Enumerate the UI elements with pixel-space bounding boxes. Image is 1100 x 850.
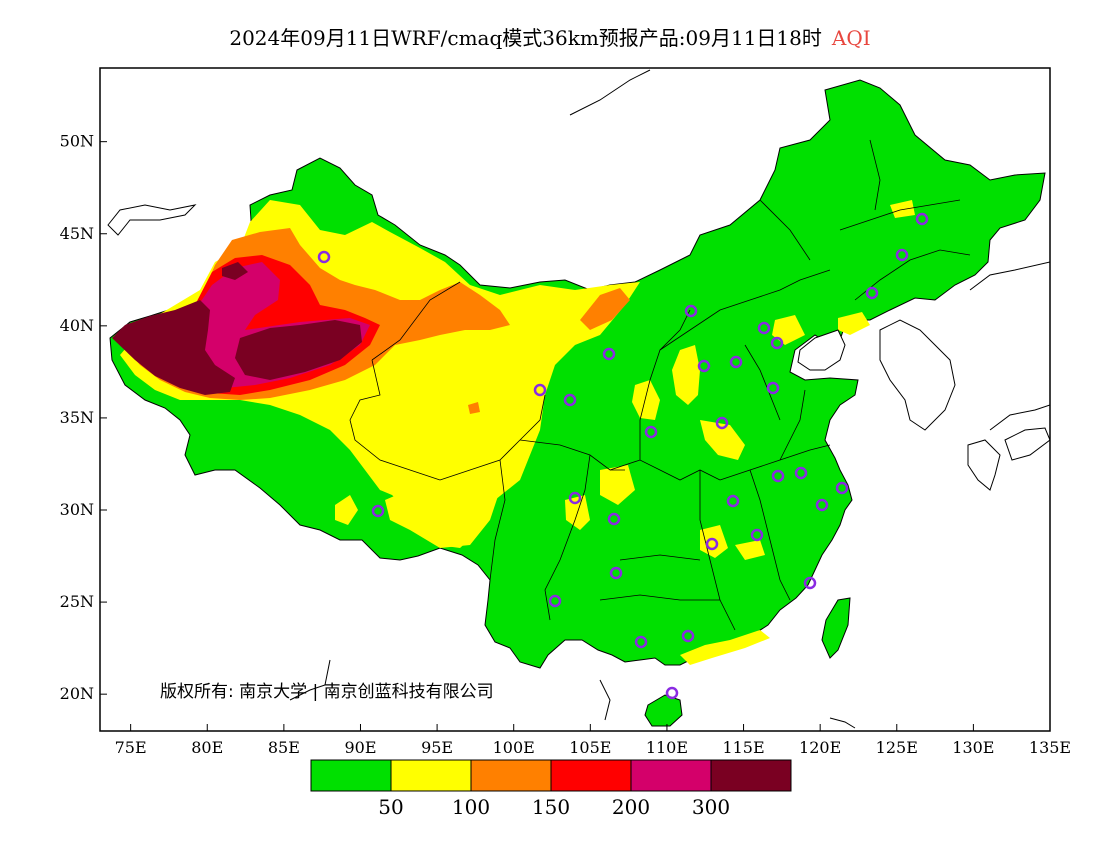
legend-swatch <box>310 759 392 792</box>
lon-tick-label: 115E <box>722 738 764 757</box>
aqi-maroon-west <box>112 300 235 395</box>
aqi-yellow-tibet-small <box>335 495 358 525</box>
longitude-axis: 75E 80E 85E 90E 95E 100E 105E 110E 115E 120E 125E 1… <box>115 724 1071 757</box>
legend-label: 300 <box>692 795 730 819</box>
lon-tick-label: 75E <box>115 738 147 757</box>
lon-tick-label: 95E <box>421 738 453 757</box>
legend-label: 200 <box>612 795 650 819</box>
aqi-yellow-sichuan-tibet <box>385 470 500 548</box>
legend-swatch <box>470 759 552 792</box>
lat-tick-label: 45N <box>60 224 94 243</box>
color-legend: 50 100 150 200 300 <box>310 759 792 819</box>
legend-swatch <box>390 759 472 792</box>
lon-tick-label: 80E <box>191 738 223 757</box>
lat-tick-label: 40N <box>60 316 94 335</box>
title-text: 2024年09月11日WRF/cmaq模式36km预报产品:09月11日18时 <box>229 26 822 50</box>
lon-tick-label: 90E <box>344 738 376 757</box>
latitude-axis: 20N 25N 30N 35N 40N 45N 50N <box>60 132 107 703</box>
lon-tick-label: 135E <box>1029 738 1071 757</box>
aqi-yellow-north-china <box>672 345 700 405</box>
plot-frame <box>99 67 1051 732</box>
aqi-yellow-chongqing <box>600 465 635 505</box>
lon-tick-label: 130E <box>952 738 994 757</box>
station-markers <box>317 212 929 700</box>
map-title: 2024年09月11日WRF/cmaq模式36km预报产品:09月11日18时 A… <box>0 22 1100 51</box>
legend-swatch <box>550 759 632 792</box>
aqi-yellow-liaoning <box>838 312 870 335</box>
aqi-yellow-jiangxi <box>735 540 765 560</box>
map-content: 版权所有: 南京大学 | 南京创蓝科技有限公司 <box>107 69 1050 729</box>
aqi-yellow-northeast <box>890 200 915 218</box>
lat-tick-label: 30N <box>60 500 94 519</box>
legend-swatch <box>630 759 712 792</box>
aqi-maroon-small <box>222 262 248 280</box>
aqi-orange-spot <box>468 402 480 414</box>
aqi-yellow-henan <box>700 420 745 460</box>
title-variable: AQI <box>831 26 871 50</box>
bohai-sea <box>797 329 846 371</box>
copyright-text: 版权所有: 南京大学 | 南京创蓝科技有限公司 <box>160 682 494 702</box>
lon-tick-label: 125E <box>876 738 918 757</box>
province-boundaries <box>349 139 971 631</box>
lon-tick-label: 85E <box>268 738 300 757</box>
lat-tick-label: 20N <box>60 684 94 703</box>
legend-label: 100 <box>452 795 490 819</box>
aqi-maroon-east <box>235 320 362 380</box>
neighbor-coastlines <box>107 69 1050 729</box>
lat-tick-label: 25N <box>60 592 94 611</box>
aqi-yellow-hebei <box>772 315 805 345</box>
legend-swatch <box>710 759 792 792</box>
lon-tick-label: 120E <box>799 738 841 757</box>
legend-label: 50 <box>378 795 403 819</box>
lon-tick-label: 100E <box>493 738 535 757</box>
legend-label: 150 <box>532 795 570 819</box>
aqi-yellow-guangdong <box>680 630 770 665</box>
taiwan-island <box>821 597 851 659</box>
aqi-yellow-hunan <box>700 525 728 558</box>
lon-tick-label: 110E <box>646 738 688 757</box>
aqi-orange-inner-mongolia <box>580 288 630 330</box>
lon-tick-label: 105E <box>569 738 611 757</box>
lat-tick-label: 50N <box>60 132 94 151</box>
lat-tick-label: 35N <box>60 408 94 427</box>
aqi-yellow-shanxi <box>632 380 660 420</box>
